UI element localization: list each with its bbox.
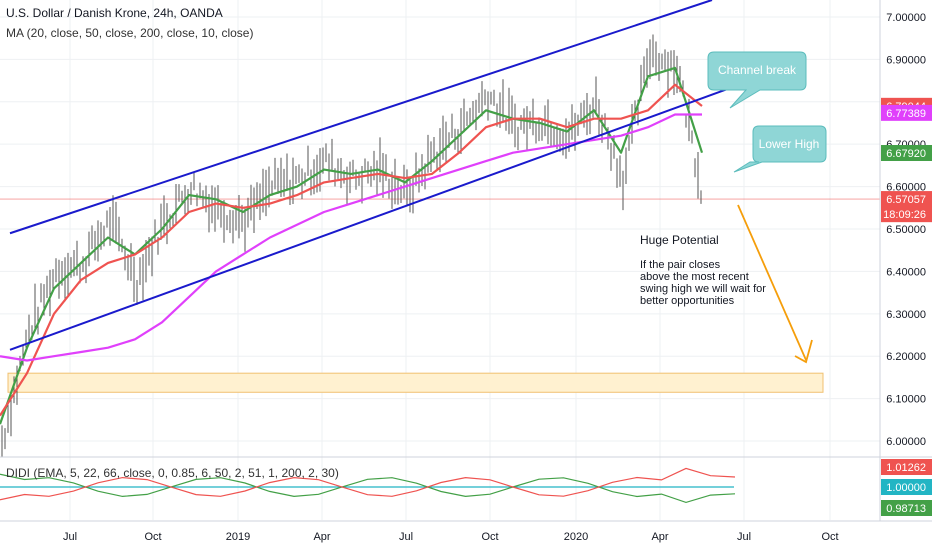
price-tick-label: 6.30000 (886, 309, 926, 321)
time-tick-label: Oct (144, 531, 161, 543)
projection-arrowhead (794, 339, 813, 364)
axis-layer: 7.000006.900006.800006.700006.600006.500… (63, 0, 932, 543)
price-layer (0, 34, 880, 458)
current-value-label: 18:09:26 (883, 209, 926, 221)
didi-value-badge (881, 500, 932, 516)
didi-value-label: 1.01262 (886, 462, 926, 474)
didi-value-label: 0.98713 (886, 503, 926, 515)
price-tick-label: 6.40000 (886, 266, 926, 278)
price-tick-label: 6.60000 (886, 182, 926, 194)
potential-body-line: If the pair closes (640, 259, 721, 271)
time-tick-label: 2020 (564, 531, 588, 543)
support-zone-layer (7, 372, 824, 393)
price-tick-label: 6.90000 (886, 54, 926, 66)
lower-high-callout (733, 125, 827, 173)
current-value-label: 6.77389 (886, 108, 926, 120)
didi-legend: DIDI (EMA, 5, 22, 66, close, 0, 0.85, 6,… (6, 466, 339, 480)
current-value-badge (881, 191, 932, 208)
didi-value-label: 1.00000 (886, 482, 926, 494)
lower-high-label: Lower High (759, 137, 820, 151)
channel-layer (9, 0, 740, 351)
didi-value-badge (881, 459, 932, 475)
price-tick-label: 6.00000 (886, 436, 926, 448)
price-tick-label: 6.20000 (886, 351, 926, 363)
time-tick-label: Oct (821, 531, 838, 543)
didi-layer (0, 456, 932, 522)
price-tick-label: 7.00000 (886, 12, 926, 24)
annotation-layer: Channel break Lower High Huge Potential If … (640, 51, 827, 364)
time-tick-label: Oct (481, 531, 498, 543)
time-tick-label: Jul (737, 531, 751, 543)
didi-fast-line (0, 473, 736, 504)
price-tick-label: 6.50000 (886, 224, 926, 236)
time-tick-label: Apr (651, 531, 668, 543)
moving-average-layer (0, 66, 704, 425)
potential-body-line: swing high we will wait for (640, 283, 766, 295)
channel-break-label: Channel break (718, 63, 797, 77)
ma-line-ma-20 (0, 66, 704, 425)
time-tick-label: Jul (399, 531, 413, 543)
current-value-badge (881, 206, 932, 223)
symbol-title: U.S. Dollar / Danish Krone, 24h, OANDA (6, 6, 223, 20)
potential-body-line: above the most recent (640, 271, 749, 283)
time-tick-label: Jul (63, 531, 77, 543)
ma-line-ma-50 (0, 83, 703, 417)
didi-slow-line (0, 467, 736, 501)
current-value-label: 6.57057 (886, 194, 926, 206)
current-value-badge (881, 104, 932, 121)
grid (0, 0, 880, 520)
indicator-legend: MA (20, close, 50, close, 200, close, 10… (6, 26, 254, 40)
time-tick-label: 2019 (226, 531, 250, 543)
current-value-badge (881, 145, 932, 162)
potential-body-line: better opportunities (640, 295, 735, 307)
current-value-label: 6.67920 (886, 148, 926, 160)
projection-arrow (737, 204, 807, 361)
channel-lower-line (9, 83, 740, 351)
channel-upper-line (9, 0, 713, 235)
didi-value-badge (881, 479, 932, 495)
ma-line-ma-200 (0, 113, 702, 362)
support-zone (7, 372, 824, 393)
price-tick-label: 6.10000 (886, 394, 926, 406)
channel-break-callout (707, 51, 807, 109)
potential-title: Huge Potential (640, 233, 719, 247)
time-tick-label: Apr (313, 531, 330, 543)
